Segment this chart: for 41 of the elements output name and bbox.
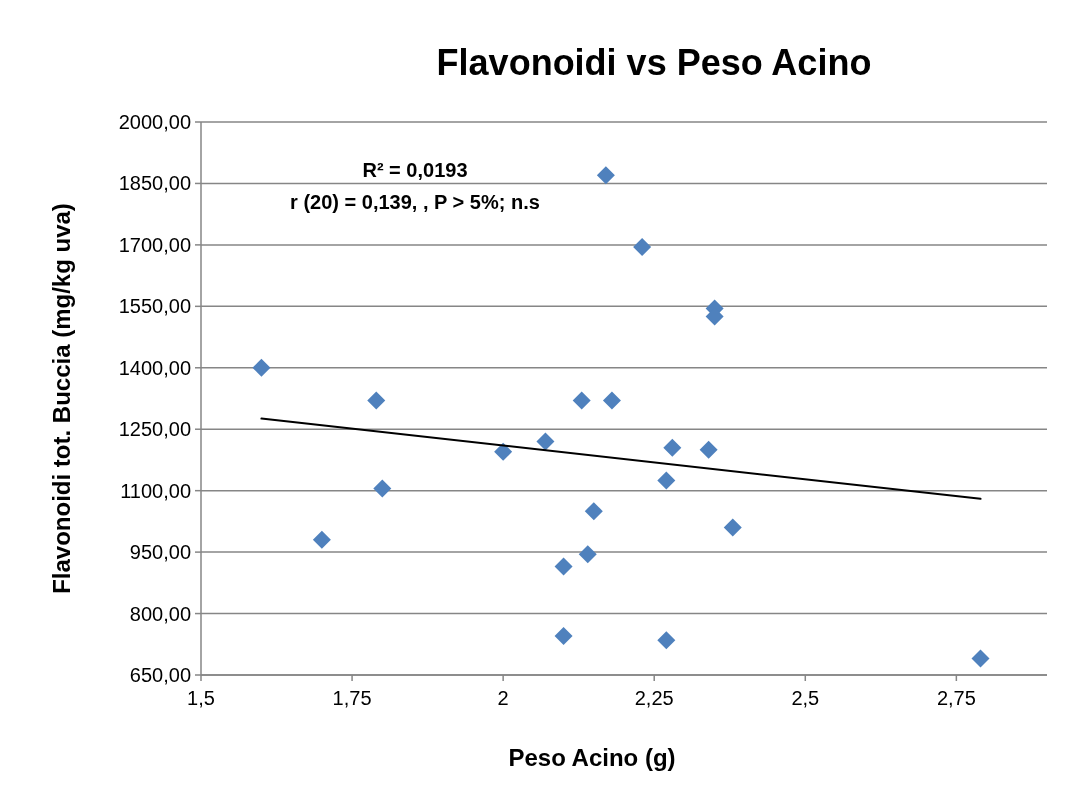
- y-tick-label: 1850,00: [118, 172, 191, 195]
- point: [657, 471, 676, 490]
- point: [663, 438, 682, 457]
- y-axis-title: Flavonoidi tot. Buccia (mg/kg uva): [48, 203, 75, 594]
- point: [252, 358, 271, 377]
- x-tick-label: 1,5: [187, 687, 215, 709]
- y-tick-label: 1400,00: [118, 356, 191, 379]
- point: [367, 391, 386, 410]
- point: [536, 432, 555, 451]
- chart-title: Flavonoidi vs Peso Acino: [436, 42, 872, 83]
- x-axis-title: Peso Acino (g): [508, 744, 676, 771]
- annotation: r (20) = 0,139, , P > 5%; n.s: [290, 191, 540, 213]
- x-tick-label: 2,75: [936, 687, 976, 709]
- point: [602, 391, 621, 410]
- y-tick-label: 800,00: [129, 602, 191, 625]
- point: [596, 166, 615, 185]
- y-tick-label: 1100,00: [120, 479, 191, 502]
- x-tick-label: 2,5: [791, 687, 820, 709]
- x-tick-label: 2: [497, 687, 509, 709]
- point: [578, 545, 597, 564]
- point: [554, 557, 573, 576]
- y-tick-label: 950,00: [129, 541, 191, 564]
- point: [699, 440, 718, 459]
- point: [312, 530, 331, 549]
- y-tick-label: 1700,00: [118, 233, 191, 256]
- point: [572, 391, 591, 410]
- y-tick-label: 1550,00: [118, 295, 191, 318]
- x-tick-label: 1,75: [332, 687, 372, 709]
- point: [723, 518, 742, 537]
- y-tick-label: 650,00: [129, 664, 191, 686]
- point: [554, 627, 573, 646]
- point: [494, 442, 513, 461]
- annotation: R² = 0,0193: [362, 159, 468, 181]
- y-tick-label: 1250,00: [118, 418, 191, 441]
- point: [633, 237, 652, 256]
- point: [657, 631, 676, 650]
- point: [971, 649, 990, 668]
- y-tick-label: 2000,00: [118, 111, 191, 133]
- point: [584, 502, 603, 521]
- x-tick-label: 2,25: [634, 687, 674, 709]
- point: [373, 479, 392, 498]
